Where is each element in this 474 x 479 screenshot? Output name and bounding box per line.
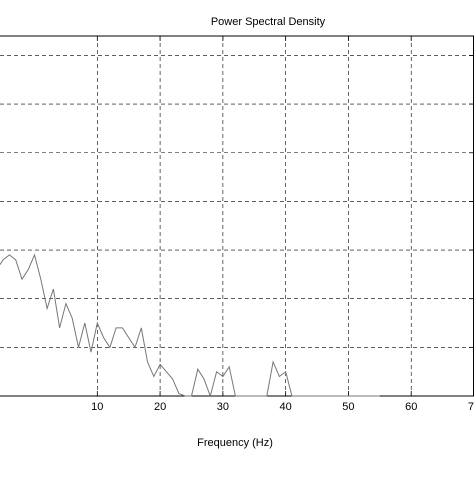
x-tick-labels: 10 20 30 40 50 60 70 [91, 401, 474, 413]
x-tick-label: 10 [91, 401, 103, 413]
x-axis-label: Frequency (Hz) [197, 437, 273, 449]
x-tick-label: 50 [342, 401, 354, 413]
grid [0, 36, 474, 396]
x-tick-label: 30 [217, 401, 229, 413]
series-layer [0, 253, 380, 398]
chart-title: Power Spectral Density [211, 16, 326, 28]
axes [0, 35, 474, 397]
psd-series-line [0, 253, 380, 398]
x-tick-label: 60 [405, 401, 417, 413]
x-tick-label: 20 [154, 401, 166, 413]
x-tick-label: 70 [468, 401, 474, 413]
x-tick-label: 40 [280, 401, 292, 413]
